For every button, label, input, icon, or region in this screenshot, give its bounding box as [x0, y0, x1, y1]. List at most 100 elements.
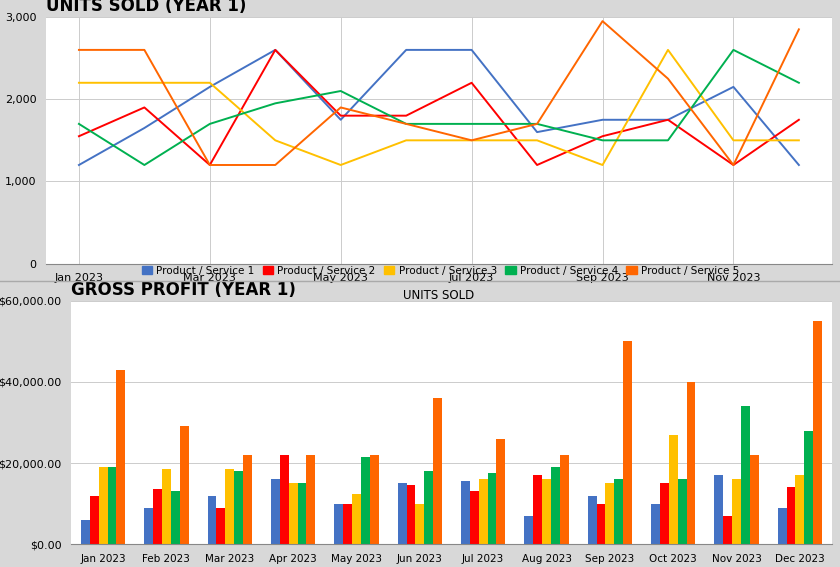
- Bar: [334, 503, 344, 544]
- Bar: [162, 469, 171, 544]
- Bar: [307, 455, 315, 544]
- Bar: [795, 475, 805, 544]
- Product / Service 2: [74, 133, 84, 139]
- Bar: [424, 471, 433, 544]
- Product / Service 5: [270, 162, 281, 168]
- Product / Service 3: [336, 162, 346, 168]
- Product / Service 1: [139, 125, 150, 132]
- Product / Service 2: [402, 112, 412, 119]
- Bar: [153, 489, 162, 544]
- Bar: [144, 508, 153, 544]
- Bar: [559, 455, 569, 544]
- Bar: [117, 370, 125, 544]
- Product / Service 4: [728, 46, 738, 53]
- Bar: [614, 479, 623, 544]
- Product / Service 5: [794, 26, 804, 33]
- Bar: [551, 467, 559, 544]
- Text: GROSS PROFIT (YEAR 1): GROSS PROFIT (YEAR 1): [71, 281, 297, 299]
- Bar: [714, 475, 723, 544]
- Product / Service 2: [663, 116, 673, 123]
- Product / Service 2: [336, 112, 346, 119]
- Bar: [606, 483, 614, 544]
- Bar: [225, 469, 234, 544]
- Bar: [588, 496, 596, 544]
- Bar: [778, 508, 786, 544]
- Product / Service 5: [597, 18, 607, 24]
- Bar: [361, 457, 370, 544]
- Bar: [686, 382, 696, 544]
- Bar: [171, 492, 180, 544]
- Bar: [243, 455, 252, 544]
- Bar: [207, 496, 217, 544]
- Product / Service 5: [466, 137, 476, 144]
- Product / Service 4: [466, 121, 476, 128]
- Bar: [234, 471, 243, 544]
- Bar: [180, 426, 189, 544]
- Bar: [470, 492, 479, 544]
- Bar: [289, 483, 297, 544]
- Product / Service 2: [139, 104, 150, 111]
- Product / Service 3: [402, 137, 412, 144]
- Bar: [732, 479, 741, 544]
- Product / Service 4: [402, 121, 412, 128]
- Product / Service 5: [728, 162, 738, 168]
- Bar: [397, 483, 407, 544]
- Line: Product / Service 1: Product / Service 1: [79, 50, 799, 165]
- Bar: [741, 406, 750, 544]
- Product / Service 1: [270, 46, 281, 53]
- Product / Service 4: [663, 137, 673, 144]
- Product / Service 4: [597, 137, 607, 144]
- Product / Service 5: [336, 104, 346, 111]
- Bar: [344, 503, 352, 544]
- Product / Service 2: [466, 79, 476, 86]
- Product / Service 5: [532, 121, 542, 128]
- Product / Service 2: [794, 116, 804, 123]
- Bar: [533, 475, 542, 544]
- Product / Service 3: [139, 79, 150, 86]
- Bar: [433, 398, 442, 544]
- Bar: [352, 493, 361, 544]
- Product / Service 2: [597, 133, 607, 139]
- Bar: [805, 430, 813, 544]
- Product / Service 4: [794, 79, 804, 86]
- Product / Service 3: [270, 137, 281, 144]
- Product / Service 3: [597, 162, 607, 168]
- Bar: [596, 503, 606, 544]
- Bar: [81, 520, 90, 544]
- Product / Service 5: [663, 75, 673, 82]
- Product / Service 3: [663, 46, 673, 53]
- Product / Service 3: [728, 137, 738, 144]
- Bar: [623, 341, 632, 544]
- Product / Service 2: [728, 162, 738, 168]
- Bar: [723, 516, 732, 544]
- Bar: [678, 479, 686, 544]
- Product / Service 1: [597, 116, 607, 123]
- Product / Service 5: [74, 46, 84, 53]
- Line: Product / Service 3: Product / Service 3: [79, 50, 799, 165]
- Bar: [297, 483, 307, 544]
- Product / Service 1: [663, 116, 673, 123]
- X-axis label: UNITS SOLD: UNITS SOLD: [403, 289, 475, 302]
- Bar: [98, 467, 108, 544]
- Product / Service 4: [336, 87, 346, 94]
- Product / Service 1: [336, 116, 346, 123]
- Bar: [370, 455, 379, 544]
- Bar: [407, 485, 416, 544]
- Product / Service 2: [532, 162, 542, 168]
- Bar: [813, 321, 822, 544]
- Bar: [479, 479, 487, 544]
- Bar: [90, 496, 98, 544]
- Legend: Product / Service 1, Product / Service 2, Product / Service 3, Product / Service: Product / Service 1, Product / Service 2…: [138, 262, 743, 280]
- Product / Service 2: [205, 162, 215, 168]
- Bar: [271, 479, 280, 544]
- Product / Service 4: [205, 121, 215, 128]
- Product / Service 3: [205, 79, 215, 86]
- Bar: [108, 467, 117, 544]
- Line: Product / Service 5: Product / Service 5: [79, 21, 799, 165]
- Product / Service 1: [74, 162, 84, 168]
- Product / Service 4: [74, 121, 84, 128]
- Product / Service 4: [139, 162, 150, 168]
- Product / Service 4: [270, 100, 281, 107]
- Bar: [651, 503, 660, 544]
- Bar: [524, 516, 533, 544]
